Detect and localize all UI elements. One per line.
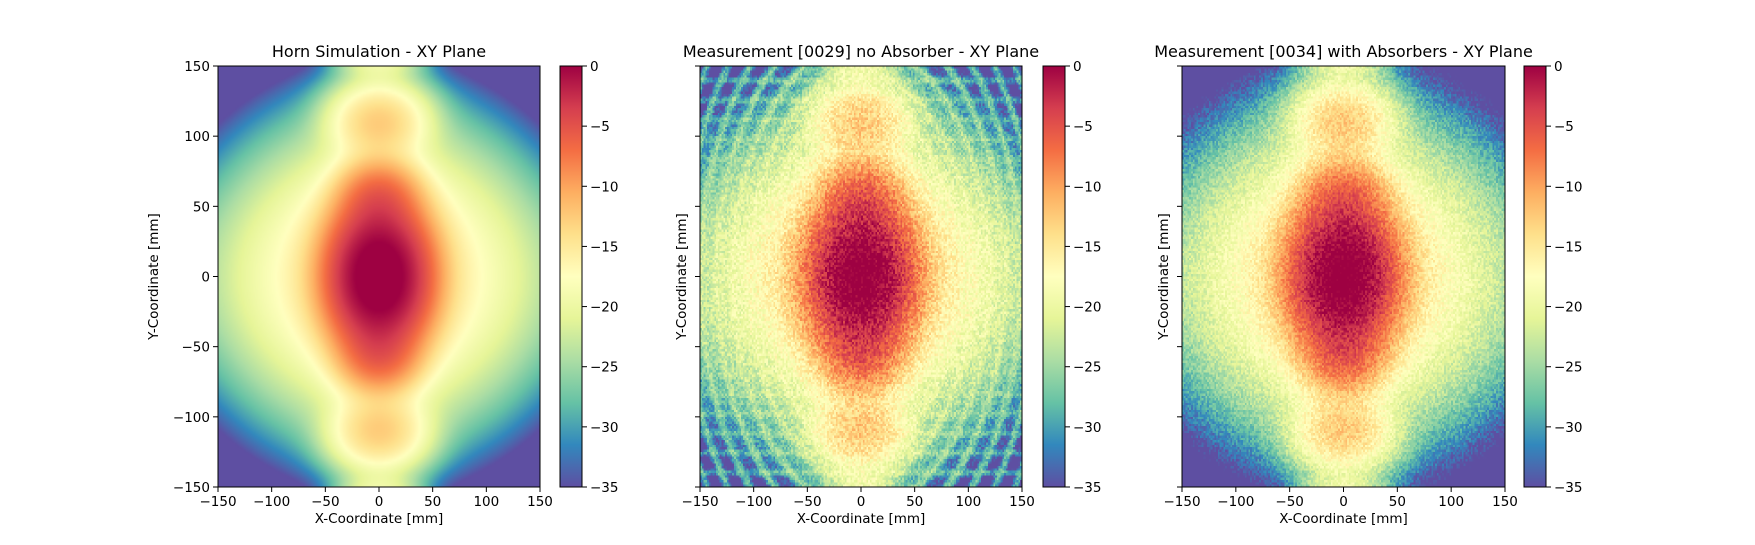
colorbar-tick-label: 0 <box>1554 59 1563 75</box>
colorbar-tick-label: −30 <box>1073 420 1102 436</box>
colorbar-tick-label: −10 <box>1073 179 1102 195</box>
chart-panel-2: Measurement [0029] no Absorber - XY Plan… <box>674 42 1102 527</box>
colorbar-tick-label: −5 <box>590 119 610 135</box>
colorbar-tick-label: −5 <box>1554 119 1574 135</box>
x-tick-label: 0 <box>1339 494 1348 510</box>
chart-panel-3: Measurement [0034] with Absorbers - XY P… <box>1154 42 1582 527</box>
x-axis-label: X-Coordinate [mm] <box>797 511 926 527</box>
y-tick-label: 150 <box>184 59 210 75</box>
x-tick-label: −100 <box>1217 494 1254 510</box>
colorbar-tick-label: −15 <box>1554 239 1583 255</box>
colorbar-tick-label: −20 <box>1073 300 1102 316</box>
colorbar-tick-label: −35 <box>1554 480 1583 496</box>
x-tick-label: 150 <box>1009 494 1035 510</box>
chart-title: Measurement [0029] no Absorber - XY Plan… <box>683 42 1039 61</box>
x-tick-label: −50 <box>311 494 340 510</box>
x-tick-label: −150 <box>681 494 718 510</box>
colorbar-tick-label: −30 <box>590 420 619 436</box>
y-tick-label: 0 <box>201 270 210 286</box>
x-tick-label: −150 <box>1163 494 1200 510</box>
heatmap-image <box>218 66 540 487</box>
x-axis-label: X-Coordinate [mm] <box>315 511 444 527</box>
colorbar-tick-label: −10 <box>1554 179 1583 195</box>
colorbar-tick-label: −25 <box>1554 360 1583 376</box>
colorbar-tick-label: −15 <box>590 239 619 255</box>
colorbar <box>559 65 583 488</box>
x-tick-label: 50 <box>424 494 441 510</box>
y-tick-label: −50 <box>182 340 211 356</box>
x-tick-label: 50 <box>1389 494 1406 510</box>
x-tick-label: 150 <box>1492 494 1518 510</box>
x-tick-label: 50 <box>906 494 923 510</box>
y-axis-label: Y-Coordinate [mm] <box>1156 213 1172 341</box>
y-axis-label: Y-Coordinate [mm] <box>146 213 162 341</box>
x-tick-label: −100 <box>253 494 290 510</box>
colorbar-tick-label: 0 <box>590 59 599 75</box>
colorbar-tick-label: −15 <box>1073 239 1102 255</box>
x-tick-label: 100 <box>1438 494 1464 510</box>
chart-title: Measurement [0034] with Absorbers - XY P… <box>1154 42 1533 61</box>
colorbar-tick-label: −10 <box>590 179 619 195</box>
colorbar-tick-label: −20 <box>590 300 619 316</box>
x-axis-label: X-Coordinate [mm] <box>1279 511 1408 527</box>
x-tick-label: 100 <box>473 494 499 510</box>
colorbar-tick-label: −20 <box>1554 300 1583 316</box>
chart-title: Horn Simulation - XY Plane <box>272 42 486 61</box>
colorbar-tick-label: −35 <box>1073 480 1102 496</box>
y-tick-label: 100 <box>184 129 210 145</box>
colorbar <box>1523 65 1547 488</box>
colorbar-tick-label: −5 <box>1073 119 1093 135</box>
colorbar-tick-label: −25 <box>590 360 619 376</box>
x-tick-label: 0 <box>375 494 384 510</box>
y-tick-label: 50 <box>193 199 210 215</box>
y-axis-label: Y-Coordinate [mm] <box>674 213 690 341</box>
colorbar-tick-label: −30 <box>1554 420 1583 436</box>
colorbar-tick-label: 0 <box>1073 59 1082 75</box>
x-tick-label: −100 <box>735 494 772 510</box>
heatmap-image <box>1182 66 1505 487</box>
heatmap-image <box>700 66 1022 487</box>
colorbar-tick-label: −35 <box>590 480 619 496</box>
y-tick-label: −100 <box>173 410 210 426</box>
chart-panel-1: Horn Simulation - XY Plane−150 −100 −50 0 50… <box>146 42 619 527</box>
x-tick-label: −150 <box>199 494 236 510</box>
x-tick-label: 0 <box>857 494 866 510</box>
x-tick-label: 150 <box>527 494 553 510</box>
colorbar <box>1042 65 1066 488</box>
y-tick-label: −150 <box>173 480 210 496</box>
x-tick-label: −50 <box>793 494 822 510</box>
x-tick-label: −50 <box>1275 494 1304 510</box>
x-tick-label: 100 <box>955 494 981 510</box>
colorbar-tick-label: −25 <box>1073 360 1102 376</box>
